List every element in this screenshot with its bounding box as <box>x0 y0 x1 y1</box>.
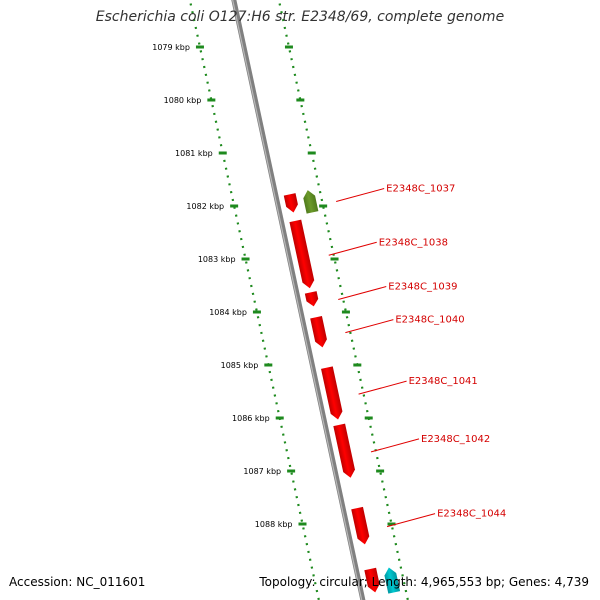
kbp-tick-label: 1087 kbp <box>243 467 281 476</box>
gene-arrow-shape <box>321 366 343 420</box>
gene-arrow-shape <box>351 506 370 545</box>
gene-features <box>283 190 401 594</box>
gene-label-g-1042: E2348C_1042 <box>421 434 490 445</box>
gene-leader-line <box>386 513 436 528</box>
kbp-tick-label: 1088 kbp <box>255 520 293 529</box>
gene-label-g-1041: E2348C_1041 <box>409 376 478 387</box>
gene-label-g-1040: E2348C_1040 <box>395 315 464 326</box>
gene-arrow-shape <box>364 567 380 593</box>
gene-arrow-g-next-red <box>364 567 380 593</box>
gene-leader-line <box>328 241 377 256</box>
kbp-tick-label: 1079 kbp <box>152 43 190 52</box>
gene-arrow-shape <box>310 316 327 348</box>
gene-arrow-g-1041 <box>321 366 343 420</box>
backbone-line <box>231 0 366 600</box>
kbp-tick-label: 1084 kbp <box>209 308 247 317</box>
genome-backbone <box>231 0 366 600</box>
gene-arrow-g-1039 <box>304 291 319 307</box>
kbp-tick-label: 1080 kbp <box>164 96 202 105</box>
gene-label-g-1038: E2348C_1038 <box>379 237 448 248</box>
gene-leader-line <box>358 380 407 395</box>
scale-rulers <box>188 0 409 600</box>
gene-arrow-shape <box>283 193 298 213</box>
genome-stats-text: Topology: circular; Length: 4,965,553 bp… <box>259 575 589 589</box>
kbp-ticks: 1079 kbp 1080 kbp 1081 kbp 1082 kbp 1083 kbp… <box>152 43 396 529</box>
gene-arrow-g-1037 <box>303 190 319 214</box>
map-title: Escherichia coli O127:H6 str. E2348/69, … <box>95 9 505 25</box>
gene-arrow-g-1044 <box>351 506 370 545</box>
gene-arrow-shape <box>384 567 401 594</box>
gene-arrow-shape <box>304 291 319 307</box>
gene-arrow-g-1042 <box>333 423 355 478</box>
gene-leader-line <box>345 319 394 334</box>
gene-label-g-1044: E2348C_1044 <box>437 509 506 520</box>
backbone-highlight <box>232 0 363 600</box>
outer-scale-ruler <box>277 0 409 600</box>
kbp-tick-label: 1083 kbp <box>198 255 236 264</box>
gene-arrow-g-1038 <box>289 219 315 289</box>
gene-leader-line <box>370 438 420 453</box>
kbp-tick-label: 1085 kbp <box>221 361 259 370</box>
gene-arrow-g-1040 <box>310 316 327 348</box>
gene-arrow-shape <box>303 190 319 214</box>
gene-label-g-1039: E2348C_1039 <box>388 282 457 293</box>
gene-arrow-g-1037a <box>283 193 298 213</box>
gene-leader-line <box>338 286 387 301</box>
gene-arrow-shape <box>333 423 355 478</box>
gene-labels: E2348C_1037 E2348C_1038 E2348C_1039 E2348C_… <box>328 183 506 528</box>
kbp-tick-label: 1086 kbp <box>232 414 270 423</box>
gene-arrow-g-next-cyan <box>384 567 401 594</box>
kbp-tick-label: 1081 kbp <box>175 149 213 158</box>
gene-arrow-shape <box>289 219 315 289</box>
gene-leader-line <box>336 188 385 202</box>
accession-text: Accession: NC_011601 <box>9 575 146 589</box>
inner-scale-ruler <box>188 0 320 600</box>
gene-label-g-1037: E2348C_1037 <box>386 183 455 194</box>
kbp-tick-label: 1082 kbp <box>186 202 224 211</box>
